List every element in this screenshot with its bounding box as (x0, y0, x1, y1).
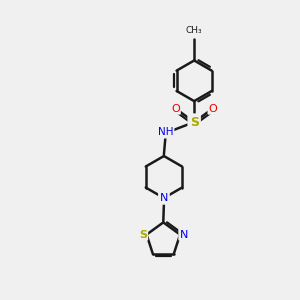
Text: N: N (179, 230, 188, 240)
Text: O: O (208, 103, 217, 114)
Text: CH₃: CH₃ (186, 26, 202, 35)
Text: NH: NH (158, 127, 173, 137)
Text: O: O (171, 103, 180, 114)
Text: N: N (160, 193, 168, 203)
Text: S: S (139, 230, 147, 240)
Text: S: S (190, 116, 199, 129)
